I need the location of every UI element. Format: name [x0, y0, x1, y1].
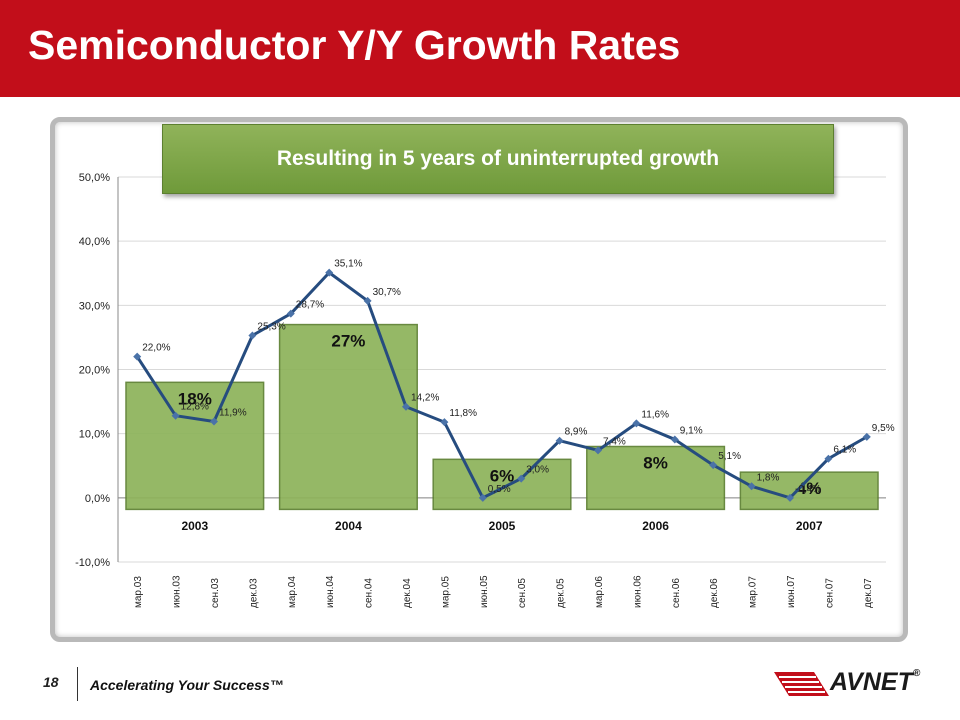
y-tick-label: 30,0%: [79, 300, 110, 312]
annual-bar: [432, 458, 572, 511]
avnet-logo-mark-icon: [774, 672, 829, 696]
data-point: [517, 474, 526, 483]
data-point: [478, 493, 487, 502]
footer-tagline: Accelerating Your Success™: [90, 677, 284, 693]
data-label: 25,3%: [257, 321, 285, 332]
y-tick-label: 10,0%: [79, 429, 110, 441]
data-label: 11,8%: [449, 408, 477, 419]
x-tick-label: дек.04: [402, 578, 413, 608]
data-point: [248, 331, 257, 340]
data-point: [709, 461, 718, 470]
x-tick-label: июн.06: [632, 575, 643, 608]
data-label: 14,2%: [411, 393, 439, 404]
data-point: [440, 418, 449, 427]
growth-line: [135, 271, 868, 500]
page-number: 18: [43, 674, 59, 690]
data-point: [747, 482, 756, 491]
header-bar: Semiconductor Y/Y Growth Rates: [0, 0, 960, 97]
x-tick-label: мар.03: [133, 576, 144, 608]
annual-bar: [125, 381, 265, 511]
x-tick-label: июн.05: [479, 575, 490, 608]
annual-bar-label: 27%: [331, 332, 365, 351]
data-label: 6,1%: [833, 445, 856, 456]
data-label: 35,1%: [334, 259, 362, 270]
data-label: 8,9%: [565, 427, 588, 438]
x-tick-label: сен.07: [824, 578, 835, 608]
logo-wordmark: AVNET: [830, 668, 913, 696]
footer-divider: [77, 667, 78, 701]
data-label: -0,4%: [795, 484, 821, 495]
year-label: 2003: [181, 519, 208, 533]
data-point: [862, 432, 871, 441]
annual-bar-label: 8%: [643, 454, 668, 473]
data-point: [325, 268, 334, 277]
annual-bar: [278, 323, 418, 511]
data-label: 5,1%: [718, 451, 741, 462]
data-point: [363, 296, 372, 305]
data-label: 22,0%: [142, 343, 170, 354]
x-tick-label: сен.03: [210, 578, 221, 608]
data-point: [670, 435, 679, 444]
year-label: 2005: [489, 519, 516, 533]
x-tick-label: июн.03: [172, 575, 183, 608]
data-label: 9,5%: [872, 423, 895, 434]
data-label: 0,5%: [488, 484, 511, 495]
x-tick-label: мар.07: [748, 576, 759, 608]
data-point: [824, 454, 833, 463]
year-label: 2006: [642, 519, 669, 533]
data-point: [632, 419, 641, 428]
data-label: 9,1%: [680, 425, 703, 436]
x-tick-label: дек.06: [709, 578, 720, 608]
x-tick-label: мар.06: [594, 576, 605, 608]
x-tick-label: сен.05: [517, 578, 528, 608]
data-label: 11,6%: [641, 409, 669, 420]
y-tick-label: 0,0%: [85, 493, 110, 505]
data-point: [402, 402, 410, 411]
y-tick-label: -10,0%: [75, 557, 110, 569]
x-tick-label: июн.07: [786, 575, 797, 608]
x-tick-label: июн.04: [325, 575, 336, 608]
data-point: [133, 352, 142, 361]
x-tick-label: дек.05: [556, 578, 567, 608]
x-tick-label: дек.07: [863, 578, 874, 608]
x-tick-label: сен.06: [671, 578, 682, 608]
data-label: 7,4%: [603, 436, 626, 447]
x-tick-label: мар.05: [440, 576, 451, 608]
annual-bar-label: 18%: [178, 389, 212, 408]
y-tick-label: 40,0%: [79, 236, 110, 248]
data-label: 11,9%: [219, 407, 247, 418]
logo-registered: ®: [912, 668, 921, 679]
banner: Resulting in 5 years of uninterrupted gr…: [162, 124, 834, 194]
data-point: [594, 446, 602, 455]
data-label: 1,8%: [757, 472, 780, 483]
x-tick-label: мар.04: [287, 576, 298, 608]
year-label: 2004: [335, 519, 362, 533]
annual-bar-label: 6%: [490, 466, 515, 485]
data-point: [555, 436, 564, 445]
banner-text: Resulting in 5 years of uninterrupted gr…: [276, 147, 720, 170]
year-label: 2007: [796, 519, 823, 533]
logo-text: AVNET®: [830, 668, 920, 697]
data-point: [171, 411, 180, 420]
page-title: Semiconductor Y/Y Growth Rates: [28, 22, 681, 68]
data-label: 28,7%: [296, 300, 324, 311]
data-label: 12,8%: [181, 402, 209, 413]
y-tick-label: 50,0%: [79, 172, 110, 184]
data-label: 30,7%: [373, 287, 401, 298]
chart-panel: [50, 117, 908, 642]
y-tick-label: 20,0%: [79, 365, 110, 377]
data-point: [286, 309, 295, 318]
x-tick-label: сен.04: [364, 578, 375, 608]
x-tick-label: дек.03: [248, 578, 259, 608]
data-point: [210, 417, 218, 426]
data-label: 3,0%: [526, 465, 549, 476]
data-point: [786, 493, 794, 502]
